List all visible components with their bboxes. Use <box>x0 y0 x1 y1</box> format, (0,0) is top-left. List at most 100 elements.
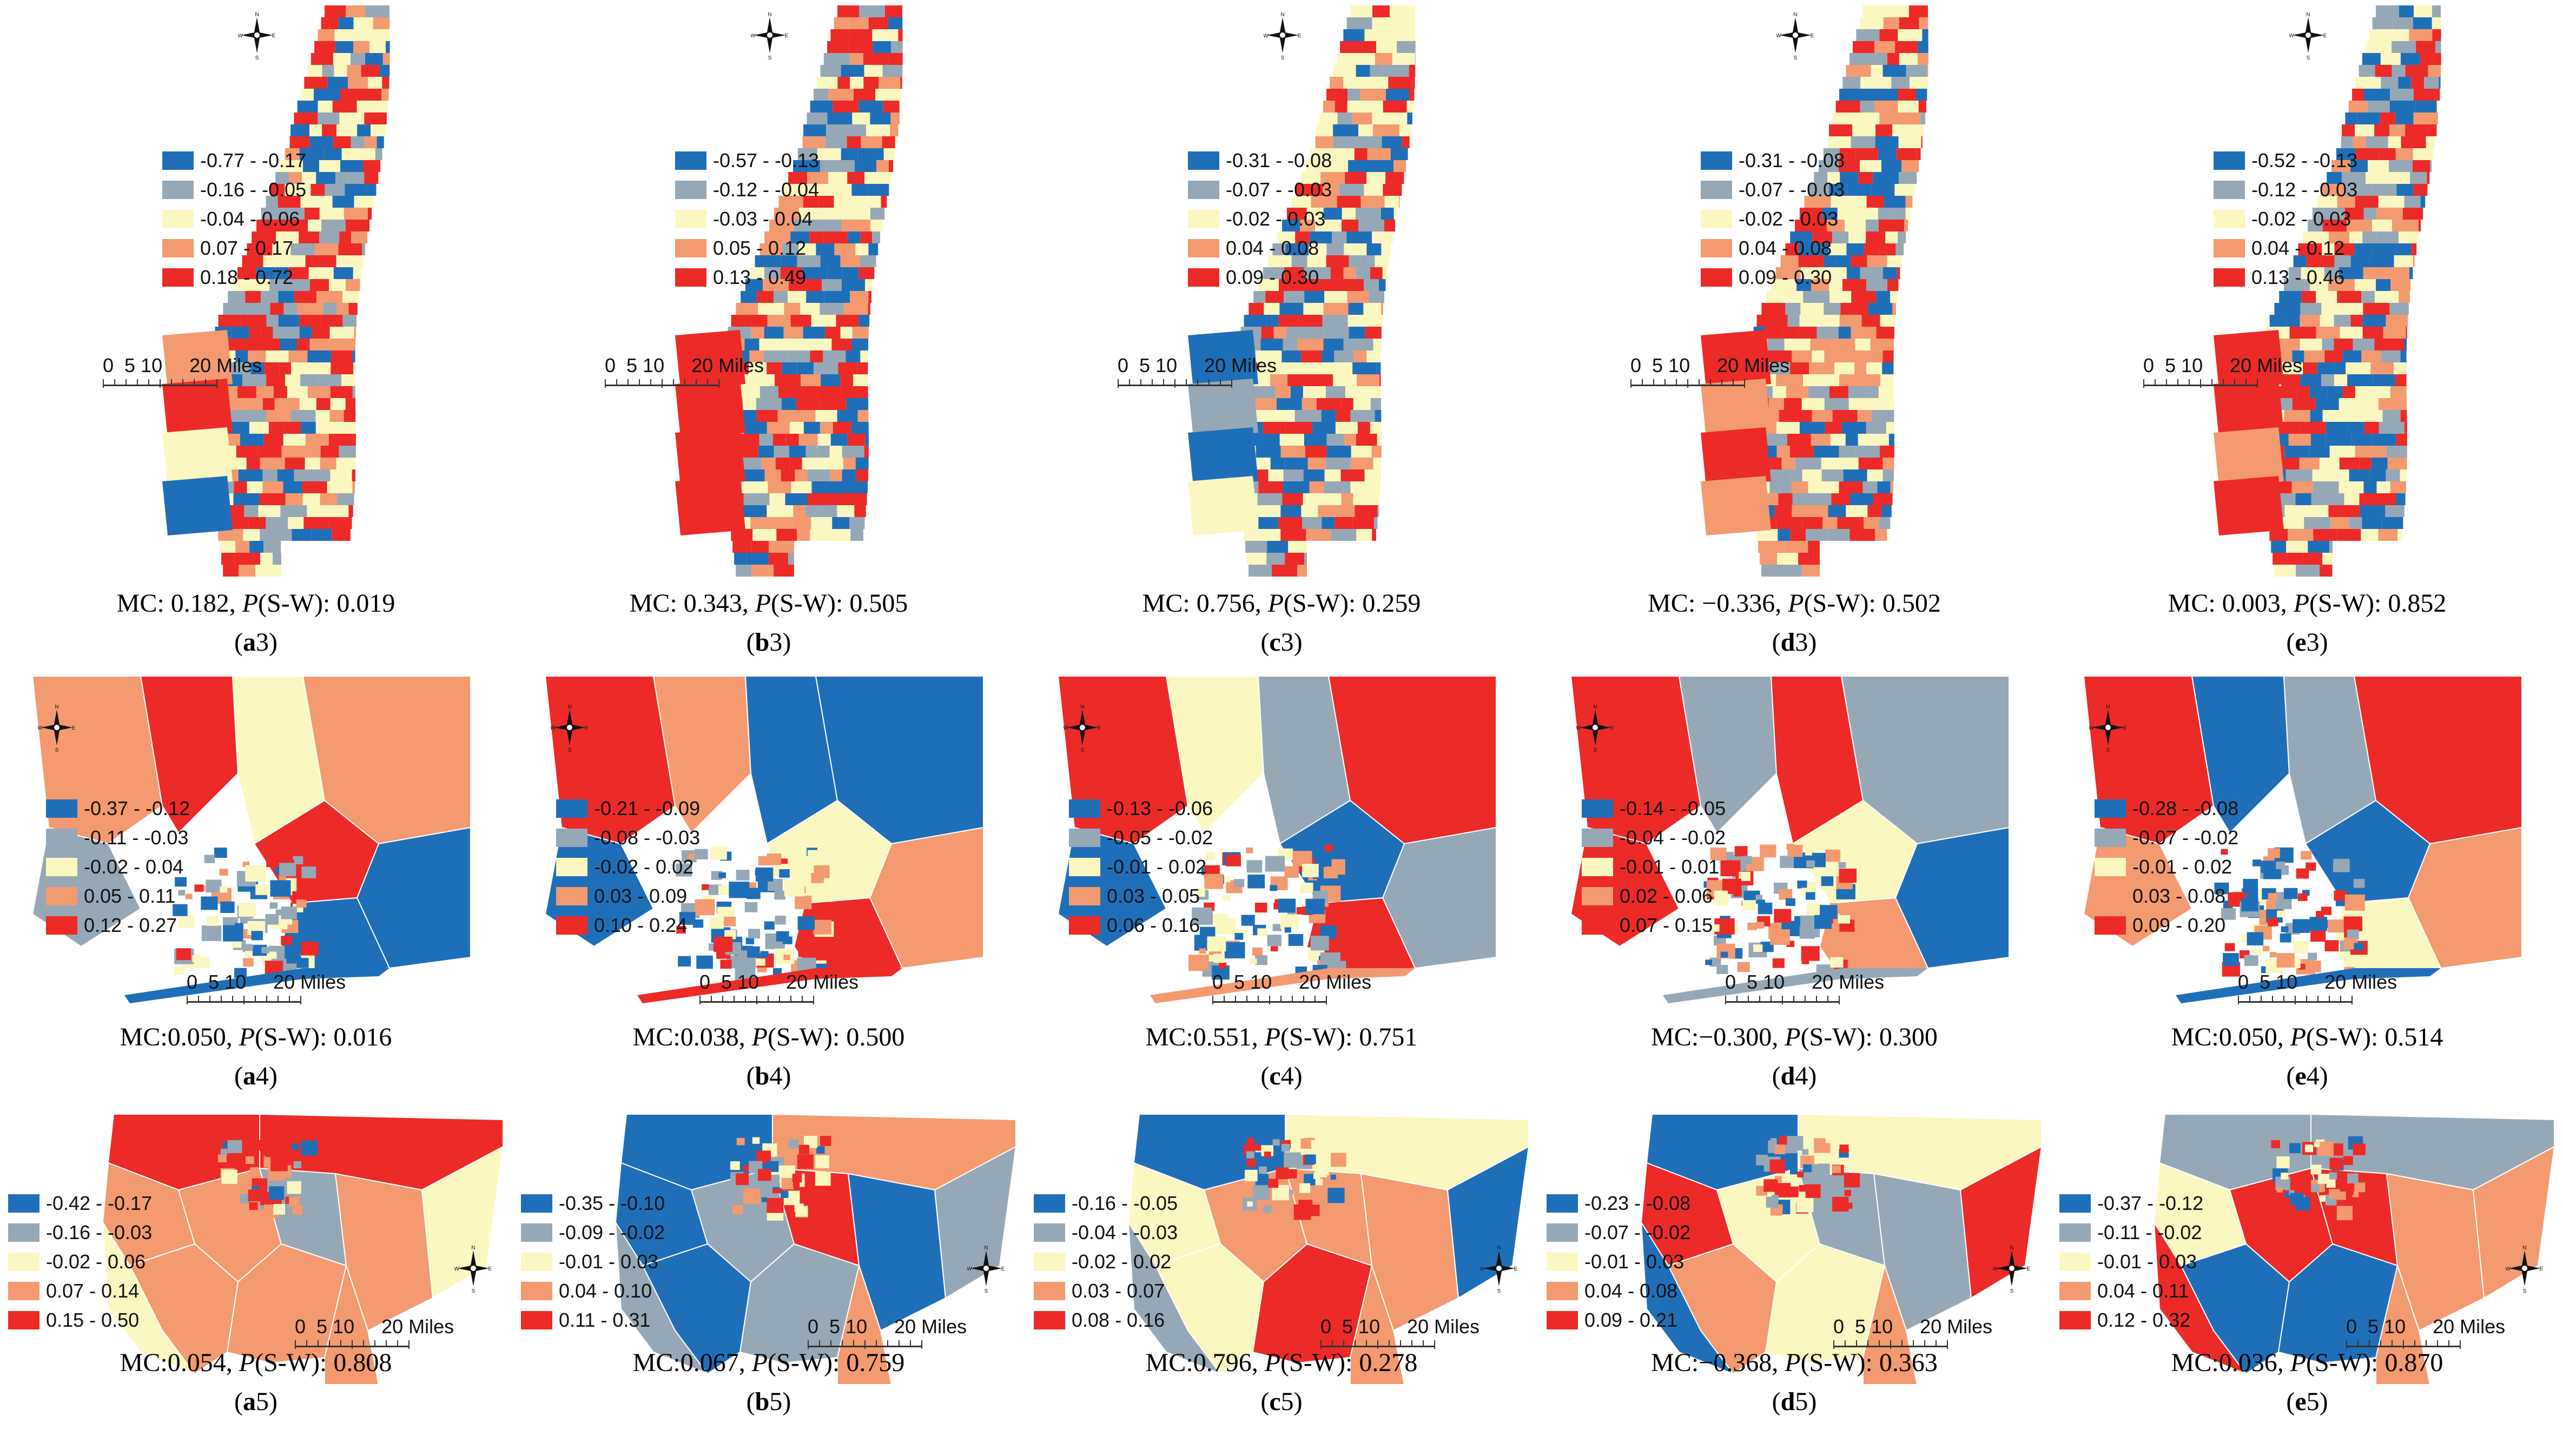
tract <box>307 505 333 517</box>
compass-n-label: N <box>1593 704 1597 710</box>
tract <box>1776 374 1790 386</box>
tract <box>802 136 825 148</box>
tract <box>1379 279 1386 291</box>
tract <box>1760 844 1776 858</box>
tract <box>861 136 882 148</box>
tract <box>304 208 320 220</box>
tract <box>2439 77 2441 89</box>
tract <box>1897 267 1900 279</box>
tract <box>1830 434 1846 446</box>
tract <box>1756 315 1774 327</box>
scale-bar-label: 0 5 10 20 Miles <box>1212 971 1372 993</box>
tract <box>1785 303 1801 315</box>
scale-bar: 0 5 10 20 Miles <box>1212 971 1407 1014</box>
scale-bar-tick <box>2234 379 2235 386</box>
legend-label: -0.16 - -0.03 <box>46 1221 153 1243</box>
tract <box>846 398 869 410</box>
tract <box>2276 481 2292 493</box>
tract <box>2324 267 2339 279</box>
tract <box>2214 379 2284 438</box>
tract <box>1225 942 1245 958</box>
legend-swatch <box>1547 1253 1578 1271</box>
tract <box>1315 136 1333 148</box>
tract <box>729 882 750 898</box>
compass-e-label: E <box>2027 1266 2031 1272</box>
tract <box>1377 505 1379 517</box>
scale-bar-tick <box>718 379 719 388</box>
tract <box>1244 315 1267 327</box>
tract <box>1304 1174 1317 1186</box>
tract <box>2416 41 2436 53</box>
scale-bar-tick <box>2357 1340 2359 1347</box>
mc-value: MC: 0.756, <box>1142 589 1268 618</box>
tract <box>1805 850 1812 856</box>
tract <box>279 863 296 877</box>
legend-label: -0.12 - -0.04 <box>713 178 820 201</box>
tract <box>261 947 269 954</box>
tract <box>2372 434 2396 446</box>
tract <box>1877 481 1891 493</box>
compass-n-label: N <box>768 12 771 18</box>
compass-s-label: S <box>568 747 572 752</box>
tract <box>1304 291 1325 303</box>
tract <box>1832 410 1858 422</box>
tract <box>1797 881 1807 889</box>
tract <box>778 196 803 208</box>
compass-n-label: N <box>1497 1245 1501 1251</box>
tract <box>1859 17 1884 29</box>
tract <box>1855 148 1878 160</box>
tract <box>1372 17 1392 29</box>
tract <box>247 279 269 291</box>
tract <box>2339 458 2360 469</box>
tract <box>803 327 825 339</box>
tract <box>2268 918 2278 926</box>
tract <box>756 410 778 422</box>
tract <box>300 374 319 386</box>
tract <box>2354 943 2363 951</box>
tract <box>1246 848 1253 853</box>
scale-bar-tick <box>1423 1340 1424 1347</box>
tract <box>858 101 883 112</box>
tract <box>342 291 359 303</box>
tract <box>837 505 855 517</box>
tract <box>2328 505 2346 517</box>
scale-bar-tick <box>114 379 115 386</box>
tract <box>1780 856 1795 868</box>
tract <box>845 350 861 362</box>
tract <box>2241 898 2258 912</box>
tract <box>832 517 850 529</box>
tract <box>1337 112 1352 124</box>
tract <box>865 434 869 446</box>
tract <box>1830 957 1844 968</box>
tract <box>2360 505 2386 517</box>
scale-bar-tick <box>1845 1340 1846 1347</box>
tract <box>1241 915 1255 926</box>
tract <box>758 303 784 315</box>
tract <box>718 872 726 878</box>
tract <box>2290 1193 2304 1206</box>
tract <box>888 53 903 65</box>
tract <box>1786 565 1802 577</box>
tract <box>2309 917 2328 931</box>
tract <box>320 255 336 267</box>
tract <box>789 446 806 458</box>
tract <box>2344 894 2365 911</box>
tract <box>1779 410 1798 422</box>
tract <box>1283 339 1298 350</box>
tract <box>1851 136 1875 148</box>
tract <box>1304 553 1307 565</box>
tract <box>2368 386 2390 398</box>
tract <box>1352 362 1377 374</box>
tract <box>801 374 821 386</box>
scale-bar-tick <box>2414 1340 2415 1347</box>
tract <box>218 315 241 327</box>
paren-open: ( <box>746 1062 755 1090</box>
choropleth-map <box>102 1113 504 1385</box>
scale-bar-tick <box>899 1340 900 1347</box>
tract <box>2357 398 2379 410</box>
tract <box>2361 350 2381 362</box>
tract <box>2300 315 2320 327</box>
panel-number: 3 <box>2306 628 2320 657</box>
tract <box>2380 112 2396 124</box>
tract <box>807 112 828 124</box>
